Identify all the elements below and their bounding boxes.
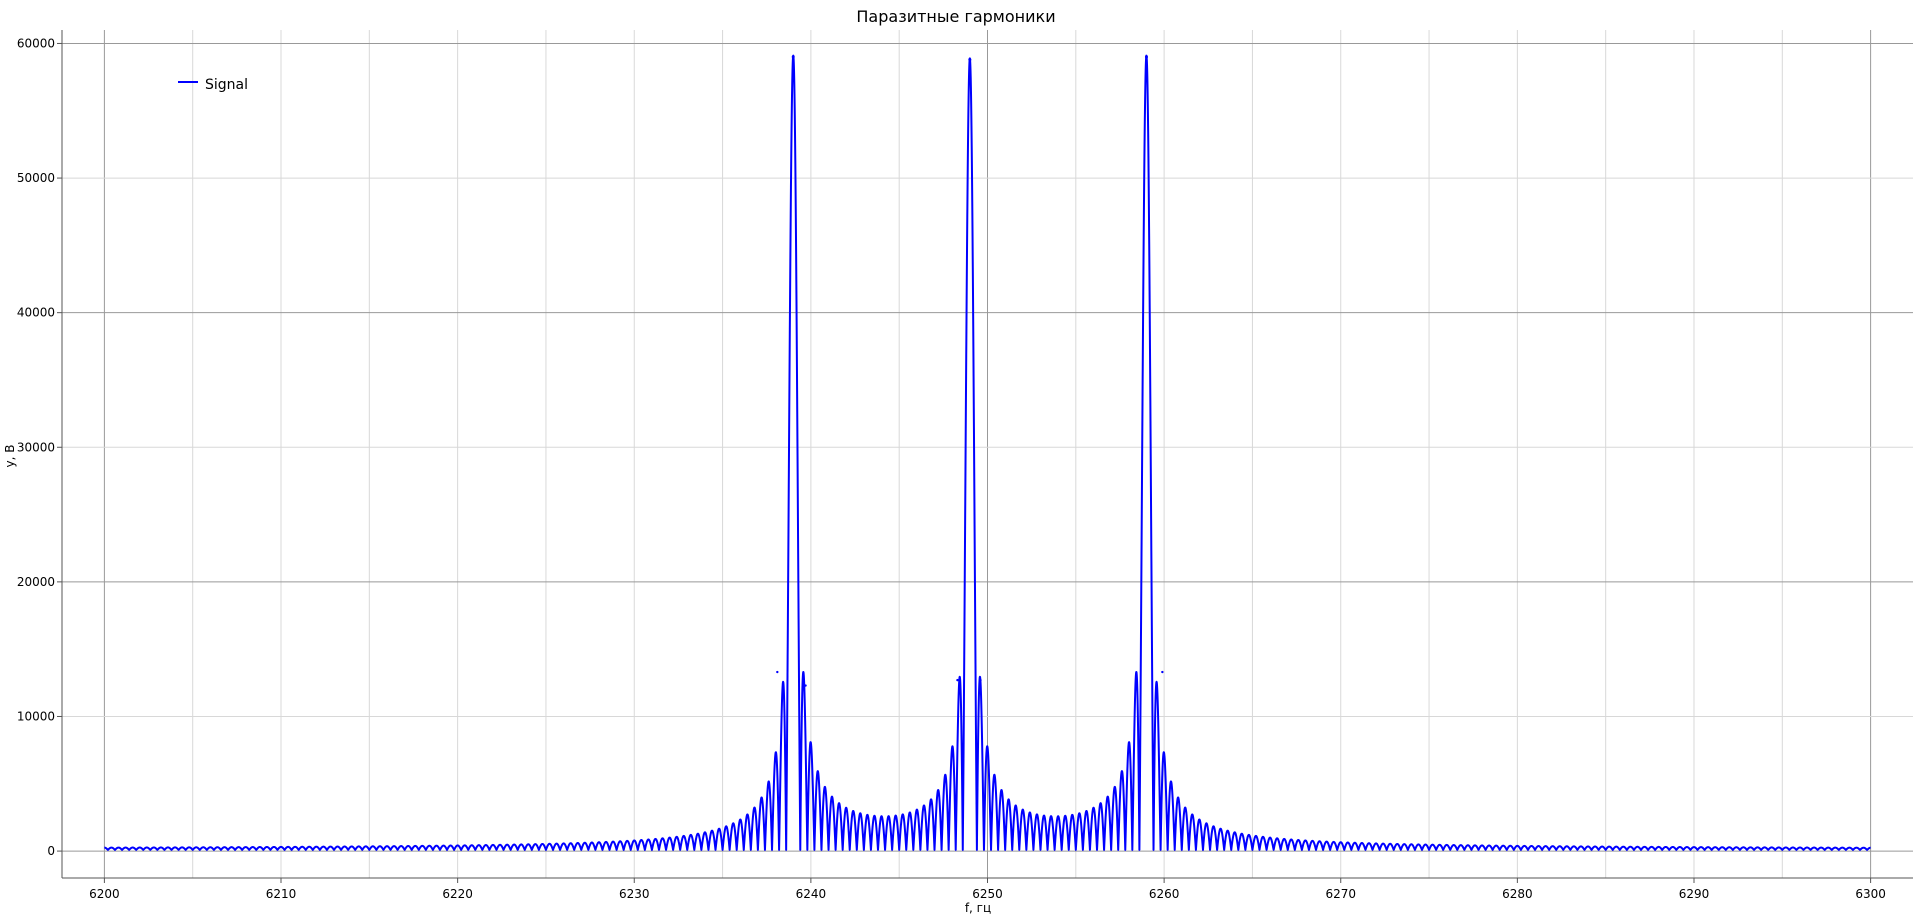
series-layer xyxy=(103,54,1872,851)
series-sidelobe-point xyxy=(979,678,982,682)
series-sidelobe-point xyxy=(956,678,959,682)
series-sidelobe-point xyxy=(804,684,807,687)
x-tick-label: 6290 xyxy=(1679,887,1710,901)
series-sidelobe-point xyxy=(1134,684,1138,687)
y-tick-label: 60000 xyxy=(17,36,55,50)
series-peak-point xyxy=(791,55,795,59)
x-tick-label: 6270 xyxy=(1325,887,1356,901)
legend-label-signal: Signal xyxy=(205,77,248,93)
x-tick-label: 6230 xyxy=(619,887,650,901)
x-tick-label: 6210 xyxy=(266,887,297,901)
chart-title: Паразитные гармоники xyxy=(856,7,1055,26)
ticks-layer: 6200 6210 6220 6230 6240 6250 6260 6270 6280 6290… xyxy=(17,36,1886,901)
series-peak-point xyxy=(968,58,972,62)
x-tick-label: 6240 xyxy=(796,887,827,901)
grid-layer xyxy=(62,30,1913,878)
x-tick-label: 6260 xyxy=(1149,887,1180,901)
legend: Signal xyxy=(178,77,248,93)
y-tick-label: 30000 xyxy=(17,440,55,454)
y-tick-label: 20000 xyxy=(17,575,55,589)
y-tick-label: 0 xyxy=(47,844,55,858)
x-tick-label: 6220 xyxy=(442,887,473,901)
x-tick-label: 6250 xyxy=(972,887,1003,901)
x-tick-label: 6280 xyxy=(1502,887,1533,901)
y-tick-label: 50000 xyxy=(17,171,55,185)
series-sidelobe-point xyxy=(776,670,779,674)
series-sidelobe-point xyxy=(1161,670,1164,674)
series-line-signal xyxy=(103,54,1872,851)
x-axis-label: f, гц xyxy=(965,901,991,915)
x-tick-label: 6200 xyxy=(89,887,120,901)
y-tick-label: 10000 xyxy=(17,709,55,723)
x-tick-label: 6300 xyxy=(1855,887,1886,901)
series-peak-point xyxy=(1144,55,1148,59)
y-tick-label: 40000 xyxy=(17,306,55,320)
y-axis-label: y, B xyxy=(3,445,17,468)
